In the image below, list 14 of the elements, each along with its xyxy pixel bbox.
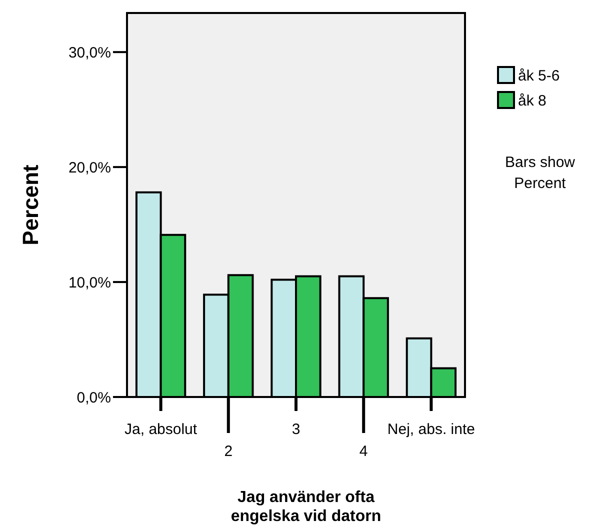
x-tick-label: 2 xyxy=(224,443,233,460)
legend-label: åk 5-6 xyxy=(518,67,560,84)
x-axis-title: Jag använder ofta engelska vid datorn xyxy=(230,489,382,525)
y-tick-label: 10,0% xyxy=(68,274,111,292)
y-tick-label: 30,0% xyxy=(68,44,111,62)
x-tick-label: Nej, abs. inte xyxy=(387,421,475,438)
x-tick-label: 4 xyxy=(359,443,368,460)
y-axis-title: Percent xyxy=(18,164,43,246)
text: Bars show Percent xyxy=(504,154,576,192)
x-tick-label: Ja, absolut xyxy=(124,421,198,438)
legend-label: åk 8 xyxy=(518,92,546,110)
y-tick-label: 0,0% xyxy=(76,389,111,406)
x-tick-label: 3 xyxy=(292,421,300,438)
y-tick-label: 20,0% xyxy=(68,159,111,176)
